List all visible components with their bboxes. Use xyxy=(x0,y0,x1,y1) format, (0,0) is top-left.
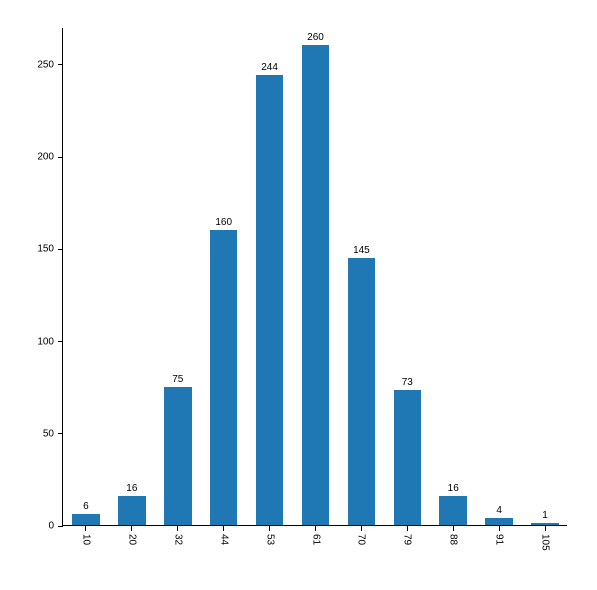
bar xyxy=(439,496,467,526)
xtick xyxy=(315,526,316,531)
xtick-label: 10 xyxy=(80,534,91,545)
ytick-label: 50 xyxy=(43,428,54,439)
ytick-label: 250 xyxy=(37,59,54,70)
bar-value-label: 6 xyxy=(83,501,89,512)
ytick-label: 150 xyxy=(37,244,54,255)
ytick xyxy=(58,249,63,250)
bar-value-label: 4 xyxy=(496,505,502,516)
xtick xyxy=(545,526,546,531)
xtick-label: 88 xyxy=(448,534,459,545)
bar-value-label: 145 xyxy=(353,245,370,256)
bar xyxy=(256,75,284,525)
ytick-label: 0 xyxy=(48,521,54,532)
xtick-label: 53 xyxy=(264,534,275,545)
bar-value-label: 16 xyxy=(448,483,459,494)
figure: 6101620753216044244532606114570737916884… xyxy=(0,0,597,590)
bar-value-label: 73 xyxy=(402,377,413,388)
bar xyxy=(210,230,238,525)
ytick xyxy=(58,157,63,158)
xtick xyxy=(85,526,86,531)
bar xyxy=(118,496,146,526)
xtick xyxy=(223,526,224,531)
xtick xyxy=(177,526,178,531)
axes: 6101620753216044244532606114570737916884… xyxy=(62,28,567,526)
bar xyxy=(302,45,330,525)
bar-value-label: 160 xyxy=(215,217,232,228)
ytick xyxy=(58,341,63,342)
bar xyxy=(394,390,422,525)
bar-value-label: 260 xyxy=(307,32,324,43)
ytick xyxy=(58,526,63,527)
ytick xyxy=(58,64,63,65)
xtick-label: 91 xyxy=(494,534,505,545)
xtick xyxy=(407,526,408,531)
xtick xyxy=(361,526,362,531)
xtick xyxy=(453,526,454,531)
ytick-label: 100 xyxy=(37,336,54,347)
bar xyxy=(164,387,192,525)
bar xyxy=(72,514,100,525)
bar-value-label: 75 xyxy=(172,374,183,385)
xtick xyxy=(269,526,270,531)
bar xyxy=(348,258,376,525)
xtick-label: 20 xyxy=(126,534,137,545)
xtick xyxy=(499,526,500,531)
xtick-label: 44 xyxy=(218,534,229,545)
xtick-label: 32 xyxy=(172,534,183,545)
ytick xyxy=(58,433,63,434)
xtick xyxy=(131,526,132,531)
bar-value-label: 1 xyxy=(542,510,548,521)
xtick-label: 105 xyxy=(540,534,551,551)
bar xyxy=(485,518,513,525)
xtick-label: 61 xyxy=(310,534,321,545)
bar xyxy=(531,523,559,525)
ytick-label: 200 xyxy=(37,152,54,163)
bar-value-label: 16 xyxy=(126,483,137,494)
bar-value-label: 244 xyxy=(261,62,278,73)
xtick-label: 70 xyxy=(356,534,367,545)
xtick-label: 79 xyxy=(402,534,413,545)
